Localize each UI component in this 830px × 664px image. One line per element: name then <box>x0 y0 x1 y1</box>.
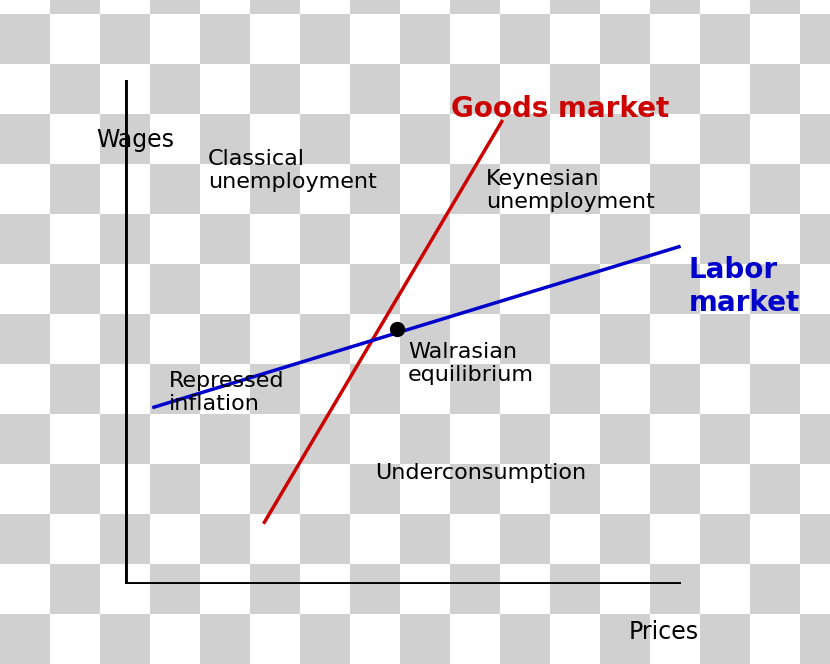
Text: Labor
market: Labor market <box>689 256 800 317</box>
Text: Repressed
inflation: Repressed inflation <box>169 371 285 414</box>
Text: Classical
unemployment: Classical unemployment <box>208 149 377 192</box>
Text: Wages: Wages <box>96 128 174 152</box>
Text: Keynesian
unemployment: Keynesian unemployment <box>486 169 655 212</box>
Text: Goods market: Goods market <box>452 95 670 123</box>
Text: Walrasian
equilibrium: Walrasian equilibrium <box>408 342 535 385</box>
Text: Prices: Prices <box>629 620 699 643</box>
Text: Underconsumption: Underconsumption <box>375 463 586 483</box>
